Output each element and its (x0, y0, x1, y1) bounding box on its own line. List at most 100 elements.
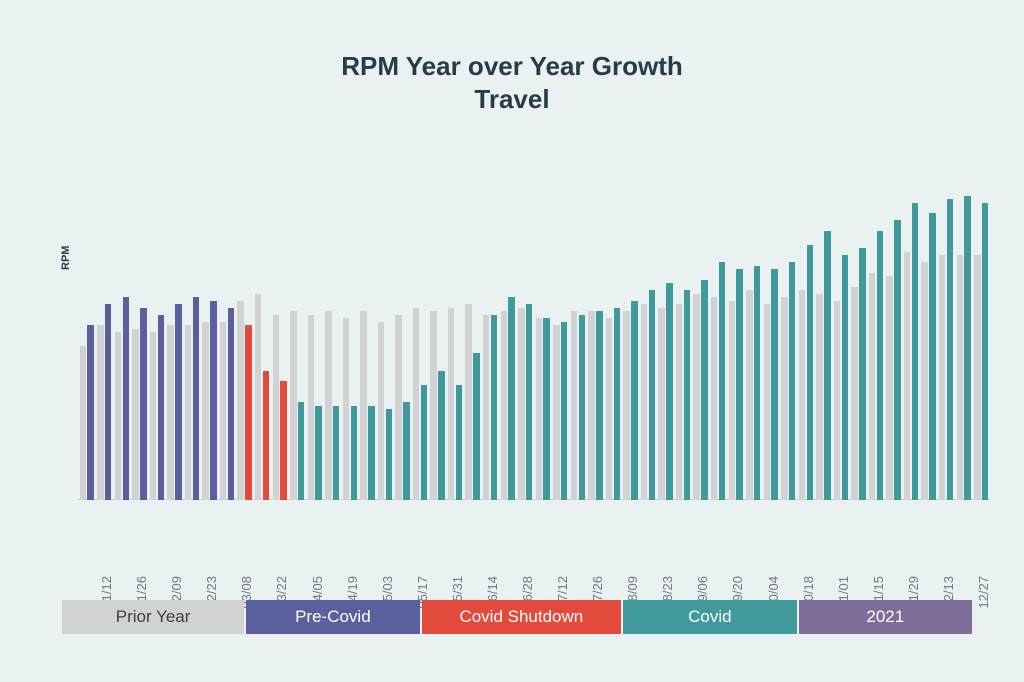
bar-current (929, 213, 935, 500)
bar-current (877, 231, 883, 501)
bar-prior (869, 273, 875, 501)
bar-prior (518, 308, 524, 501)
bar-group (762, 150, 780, 500)
bar-group (692, 150, 710, 500)
bar-group (639, 150, 657, 500)
bar-group (657, 150, 675, 500)
bar-current (807, 245, 813, 501)
bar-current (964, 196, 970, 501)
bar-current (859, 248, 865, 500)
bar-current (596, 311, 602, 500)
bar-prior (816, 294, 822, 501)
bar-prior (448, 308, 454, 501)
bar-current (298, 402, 304, 500)
bar-prior (746, 290, 752, 500)
bar-prior (764, 304, 770, 500)
bar-group (516, 150, 534, 500)
legend-item: Covid Shutdown (422, 600, 621, 634)
bar-prior (150, 332, 156, 500)
bar-group (96, 150, 114, 500)
bar-group (832, 150, 850, 500)
bar-group (744, 150, 762, 500)
bar-current (403, 402, 409, 500)
bar-group (885, 150, 903, 500)
bar-prior (851, 287, 857, 501)
bar-group (446, 150, 464, 500)
bar-prior (308, 315, 314, 501)
chart-title-line1: RPM Year over Year Growth (0, 50, 1024, 83)
legend-item-label: Prior Year (116, 607, 191, 627)
bar-prior (343, 318, 349, 500)
legend-item-label: 2021 (866, 607, 904, 627)
bar-group (183, 150, 201, 500)
bar-group (324, 150, 342, 500)
bar-prior (115, 332, 121, 500)
bar-prior (185, 325, 191, 500)
bar-current (789, 262, 795, 500)
bar-current (771, 269, 777, 500)
bar-prior (588, 311, 594, 500)
bar-group (867, 150, 885, 500)
legend-item-label: Covid (688, 607, 731, 627)
bar-current (456, 385, 462, 501)
bar-group (78, 150, 96, 500)
bar-group (429, 150, 447, 500)
bar-current (842, 255, 848, 500)
bar-current (193, 297, 199, 500)
bar-current (579, 315, 585, 501)
bar-group (218, 150, 236, 500)
legend-item: 2021 (799, 600, 972, 634)
bar-group (394, 150, 412, 500)
bar-group (552, 150, 570, 500)
bar-prior (536, 318, 542, 500)
bar-group (972, 150, 990, 500)
bar-group (622, 150, 640, 500)
bar-prior (237, 301, 243, 501)
bar-current (333, 406, 339, 501)
bar-group (288, 150, 306, 500)
legend-item: Prior Year (62, 600, 244, 634)
bar-group (937, 150, 955, 500)
bar-prior (571, 311, 577, 500)
bar-current (210, 301, 216, 501)
bar-current (438, 371, 444, 501)
bar-current (123, 297, 129, 500)
bar-prior (378, 322, 384, 501)
bar-group (920, 150, 938, 500)
bar-group (166, 150, 184, 500)
bar-group (727, 150, 745, 500)
bar-current (736, 269, 742, 500)
bar-current (912, 203, 918, 501)
bar-current (263, 371, 269, 501)
bar-current (719, 262, 725, 500)
bar-prior (957, 255, 963, 500)
bar-current (649, 290, 655, 500)
bar-prior (483, 315, 489, 501)
bar-prior (974, 255, 980, 500)
bar-current (684, 290, 690, 500)
bar-current (543, 318, 549, 500)
bar-group (780, 150, 798, 500)
legend-item-label: Covid Shutdown (459, 607, 583, 627)
bar-group (604, 150, 622, 500)
bar-group (902, 150, 920, 500)
bar-group (464, 150, 482, 500)
legend-item-label: Pre-Covid (295, 607, 371, 627)
bar-group (148, 150, 166, 500)
bar-current (351, 406, 357, 501)
bar-group (481, 150, 499, 500)
bar-prior (290, 311, 296, 500)
bar-current (140, 308, 146, 501)
bar-current (947, 199, 953, 500)
bar-current (561, 322, 567, 501)
bar-current (666, 283, 672, 500)
y-axis-label: RPM (60, 246, 72, 270)
bar-current (105, 304, 111, 500)
bar-prior (834, 301, 840, 501)
bar-prior (80, 346, 86, 500)
legend-item: Covid (623, 600, 796, 634)
bar-current (421, 385, 427, 501)
bar-group (411, 150, 429, 500)
bar-prior (693, 294, 699, 501)
bar-prior (711, 297, 717, 500)
